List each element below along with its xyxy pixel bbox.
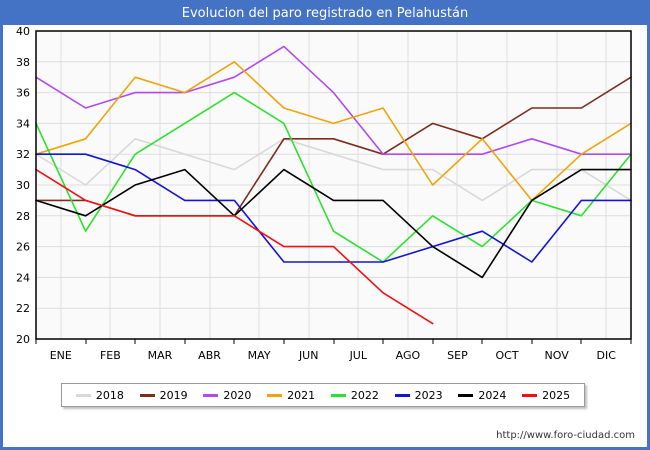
legend-label: 2020 xyxy=(223,388,252,402)
legend-item-2024[interactable]: 2024 xyxy=(458,389,506,402)
x-axis-tick-label: OCT xyxy=(496,349,519,362)
legend-swatch-icon xyxy=(203,393,219,397)
legend-swatch-icon xyxy=(75,393,91,397)
series-line-2018 xyxy=(35,138,632,202)
source-url: http://www.foro-ciudad.com xyxy=(496,430,635,441)
x-axis-tick-label: JUN xyxy=(298,349,319,362)
x-axis-tick-label: ABR xyxy=(198,349,221,362)
x-axis-tick-label: MAY xyxy=(248,349,271,362)
x-axis-tick-label: AGO xyxy=(396,349,421,362)
legend-label: 2018 xyxy=(95,388,124,402)
y-axis-tick-label: 36 xyxy=(16,87,30,100)
series-line-2023 xyxy=(35,153,632,263)
series-line-2025 xyxy=(35,168,434,325)
legend-swatch-icon xyxy=(139,393,155,397)
legend-swatch-icon xyxy=(267,393,283,397)
series-line-2020 xyxy=(35,45,632,155)
legend-label: 2025 xyxy=(542,388,571,402)
x-axis-tick-label: FEB xyxy=(100,349,121,362)
plot-border xyxy=(35,30,632,340)
x-axis-tick-label: MAR xyxy=(148,349,173,362)
y-axis-tick-label: 30 xyxy=(16,179,30,192)
legend-item-2025[interactable]: 2025 xyxy=(522,389,570,402)
chart-plot-area: 20 22 24 26 28 30 32 34 36 38 40 ENE FEB MAR ABR MAY JUN… xyxy=(3,25,647,425)
x-axis-tick-label: NOV xyxy=(545,349,570,362)
y-axis-tick-label: 24 xyxy=(16,271,30,284)
legend-swatch-icon xyxy=(522,393,538,397)
x-axis-tick-label: JUL xyxy=(349,349,368,362)
legend-swatch-icon xyxy=(394,393,410,397)
line-chart-svg: 20 22 24 26 28 30 32 34 36 38 40 ENE FEB MAR ABR MAY JUN… xyxy=(16,25,632,362)
y-axis-tick-label: 38 xyxy=(16,56,30,69)
legend-item-2019[interactable]: 2019 xyxy=(139,388,188,402)
legend-swatch-icon xyxy=(458,393,474,397)
x-axis-tick-label: DIC xyxy=(597,349,617,362)
y-axis-tick-label: 26 xyxy=(16,241,30,254)
legend-item-2023[interactable]: 2023 xyxy=(394,388,443,402)
legend-item-2018[interactable]: 2018 xyxy=(75,388,124,402)
y-axis-tick-label: 20 xyxy=(16,333,30,346)
x-axis-tick-label: SEP xyxy=(447,349,468,362)
legend-label: 2019 xyxy=(159,388,188,402)
legend-label: 2024 xyxy=(478,388,507,402)
legend-label: 2022 xyxy=(350,388,379,402)
legend-label: 2023 xyxy=(414,388,443,402)
legend-label: 2021 xyxy=(287,388,316,402)
series-line-2024 xyxy=(35,168,632,279)
chart-legend: 2018 2019 2020 2021 2022 2023 2024 2025 xyxy=(61,383,585,407)
y-axis-tick-label: 34 xyxy=(16,117,30,130)
y-axis-tick-label: 28 xyxy=(16,210,30,223)
y-axis-tick-label: 40 xyxy=(16,25,30,38)
page-title: Evolucion del paro registrado en Pelahus… xyxy=(3,3,647,25)
legend-item-2022[interactable]: 2022 xyxy=(330,388,379,402)
x-axis-tick-label: ENE xyxy=(50,349,72,362)
legend-item-2020[interactable]: 2020 xyxy=(203,389,251,402)
y-axis-tick-label: 22 xyxy=(16,302,30,315)
y-axis-tick-label: 32 xyxy=(16,148,30,161)
legend-item-2021[interactable]: 2021 xyxy=(267,389,315,402)
legend-swatch-icon xyxy=(330,393,346,397)
